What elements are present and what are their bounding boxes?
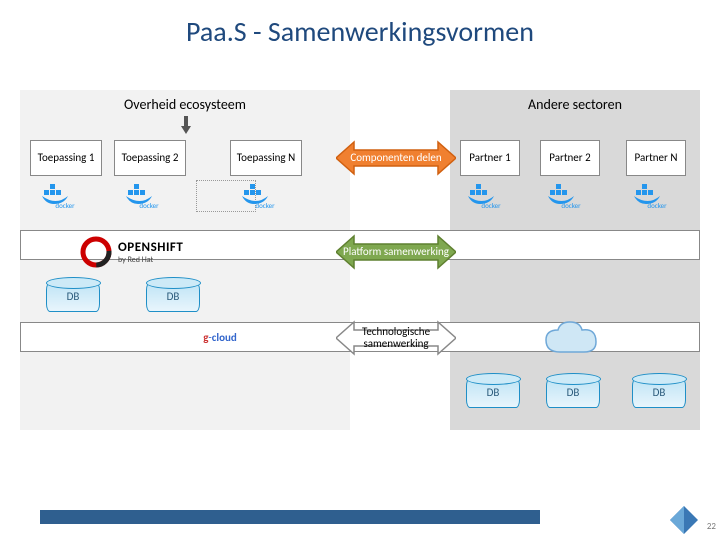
partner-box: Partner 1: [460, 140, 520, 176]
arrow-label: Technologische samenwerking: [336, 326, 456, 350]
db-cylinder: DB: [632, 378, 686, 408]
svg-text:docker: docker: [255, 201, 275, 210]
docker-icon: docker: [38, 182, 92, 210]
arrow-componenten: Componenten delen: [336, 138, 456, 178]
db-cylinder: DB: [546, 378, 600, 408]
svg-text:docker: docker: [139, 201, 159, 210]
cloud-icon: [540, 320, 610, 360]
db-cylinder: DB: [46, 282, 100, 312]
partner-box: Partner 2: [540, 140, 600, 176]
partner-box: Partner N: [626, 140, 686, 176]
panel-sectoren-title: Andere sectoren: [450, 90, 700, 115]
arrow-platform: Platform samenwerking: [336, 232, 456, 272]
db-cylinder: DB: [466, 378, 520, 408]
svg-text:docker: docker: [55, 201, 75, 210]
page-title: Paa.S - Samenwerkingsvormen: [0, 0, 720, 53]
docker-icon: docker: [544, 182, 598, 210]
openshift-logo: OPENSHIFT by Red Hat: [80, 232, 280, 272]
svg-text:docker: docker: [647, 201, 667, 210]
arrow-label: Platform samenwerking: [343, 246, 449, 258]
openshift-sub: by Red Hat: [118, 255, 183, 265]
footer-bar: [40, 510, 540, 524]
app-box: Toepassing 1: [30, 140, 102, 176]
footer-logo-icon: [670, 506, 698, 534]
svg-text:docker: docker: [481, 201, 501, 210]
openshift-text: OPENSHIFT: [118, 240, 183, 255]
gcloud-logo: g-g-cloudcloud: [180, 326, 260, 348]
arrow-label: Componenten delen: [350, 152, 441, 164]
docker-icon: docker: [238, 182, 292, 210]
docker-icon: docker: [122, 182, 176, 210]
app-box: Toepassing N: [230, 140, 302, 176]
openshift-icon: [80, 236, 112, 268]
arrow-technologische: Technologische samenwerking: [336, 318, 456, 358]
docker-icon: docker: [464, 182, 518, 210]
panel-overheid-title: Overheid ecosysteem: [20, 90, 350, 115]
app-box: Toepassing 2: [114, 140, 186, 176]
diagram-canvas: Overheid ecosysteem Andere sectoren Toep…: [0, 60, 720, 510]
page-number: 22: [707, 521, 716, 532]
down-arrow-icon: [180, 116, 192, 134]
docker-icon: docker: [630, 182, 684, 210]
svg-text:docker: docker: [561, 201, 581, 210]
db-cylinder: DB: [146, 282, 200, 312]
